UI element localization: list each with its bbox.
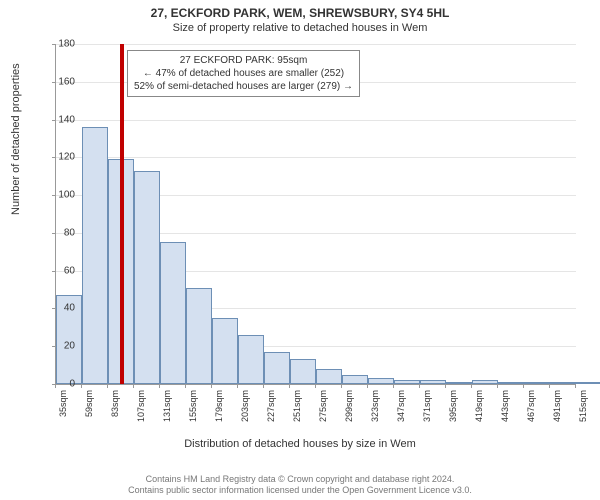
xtick-mark: [393, 384, 394, 388]
xtick-label: 323sqm: [370, 390, 380, 422]
xtick-mark: [575, 384, 576, 388]
xtick-label: 275sqm: [318, 390, 328, 422]
histogram-bar: [394, 380, 420, 384]
xtick-label: 419sqm: [474, 390, 484, 422]
gridline: [56, 157, 576, 158]
xtick-mark: [497, 384, 498, 388]
footer-line-1: Contains HM Land Registry data © Crown c…: [0, 474, 600, 485]
xtick-mark: [289, 384, 290, 388]
y-axis-label: Number of detached properties: [10, 63, 22, 215]
xtick-label: 299sqm: [344, 390, 354, 422]
annotation-line: 52% of semi-detached houses are larger (…: [134, 80, 353, 93]
gridline: [56, 120, 576, 121]
xtick-label: 251sqm: [292, 390, 302, 422]
footer: Contains HM Land Registry data © Crown c…: [0, 474, 600, 496]
xtick-mark: [419, 384, 420, 388]
ytick-label: 60: [45, 265, 75, 276]
xtick-label: 443sqm: [500, 390, 510, 422]
histogram-bar: [238, 335, 264, 384]
histogram-bar: [134, 171, 160, 384]
xtick-label: 59sqm: [84, 390, 94, 417]
histogram-bar: [342, 375, 368, 384]
xtick-mark: [133, 384, 134, 388]
annotation-line: 27 ECKFORD PARK: 95sqm: [134, 54, 353, 67]
xtick-label: 491sqm: [552, 390, 562, 422]
xtick-label: 395sqm: [448, 390, 458, 422]
ytick-label: 0: [45, 379, 75, 390]
xtick-mark: [549, 384, 550, 388]
histogram-bar: [550, 382, 576, 384]
xtick-label: 131sqm: [162, 390, 172, 422]
ytick-label: 20: [45, 341, 75, 352]
histogram-bar: [420, 380, 446, 384]
histogram-bar: [368, 378, 394, 384]
xtick-mark: [315, 384, 316, 388]
x-axis-label: Distribution of detached houses by size …: [0, 438, 600, 450]
chart-subtitle: Size of property relative to detached ho…: [0, 22, 600, 34]
xtick-label: 203sqm: [240, 390, 250, 422]
xtick-mark: [107, 384, 108, 388]
marker-line: [122, 44, 124, 384]
xtick-mark: [211, 384, 212, 388]
xtick-mark: [471, 384, 472, 388]
footer-line-2: Contains public sector information licen…: [0, 485, 600, 496]
xtick-label: 515sqm: [578, 390, 588, 422]
histogram-bar: [290, 359, 316, 384]
ytick-label: 160: [45, 76, 75, 87]
ytick-label: 120: [45, 152, 75, 163]
xtick-label: 35sqm: [58, 390, 68, 417]
xtick-label: 83sqm: [110, 390, 120, 417]
xtick-label: 155sqm: [188, 390, 198, 422]
gridline: [56, 44, 576, 45]
xtick-mark: [367, 384, 368, 388]
xtick-label: 371sqm: [422, 390, 432, 422]
histogram-bar: [264, 352, 290, 384]
histogram-bar: [472, 380, 498, 384]
chart-container: 27, ECKFORD PARK, WEM, SHREWSBURY, SY4 5…: [0, 0, 600, 500]
ytick-label: 100: [45, 190, 75, 201]
histogram-bar: [316, 369, 342, 384]
histogram-bar: [498, 382, 524, 384]
histogram-bar: [160, 242, 186, 384]
histogram-bar: [524, 382, 550, 384]
xtick-label: 227sqm: [266, 390, 276, 422]
histogram-bar: [82, 127, 108, 384]
chart-area: 27 ECKFORD PARK: 95sqm← 47% of detached …: [55, 44, 575, 419]
ytick-label: 140: [45, 114, 75, 125]
chart-title: 27, ECKFORD PARK, WEM, SHREWSBURY, SY4 5…: [0, 0, 600, 20]
xtick-label: 107sqm: [136, 390, 146, 422]
xtick-mark: [237, 384, 238, 388]
annotation-line: ← 47% of detached houses are smaller (25…: [134, 67, 353, 80]
xtick-label: 347sqm: [396, 390, 406, 422]
ytick-label: 80: [45, 227, 75, 238]
xtick-mark: [523, 384, 524, 388]
histogram-bar: [446, 382, 472, 384]
histogram-bar: [212, 318, 238, 384]
plot-area: 27 ECKFORD PARK: 95sqm← 47% of detached …: [55, 44, 576, 385]
xtick-mark: [159, 384, 160, 388]
xtick-mark: [341, 384, 342, 388]
histogram-bar: [186, 288, 212, 384]
annotation-box: 27 ECKFORD PARK: 95sqm← 47% of detached …: [127, 50, 360, 97]
xtick-mark: [445, 384, 446, 388]
ytick-label: 40: [45, 303, 75, 314]
xtick-label: 179sqm: [214, 390, 224, 422]
xtick-mark: [81, 384, 82, 388]
xtick-mark: [263, 384, 264, 388]
ytick-label: 180: [45, 39, 75, 50]
xtick-mark: [185, 384, 186, 388]
histogram-bar: [576, 382, 600, 384]
xtick-label: 467sqm: [526, 390, 536, 422]
